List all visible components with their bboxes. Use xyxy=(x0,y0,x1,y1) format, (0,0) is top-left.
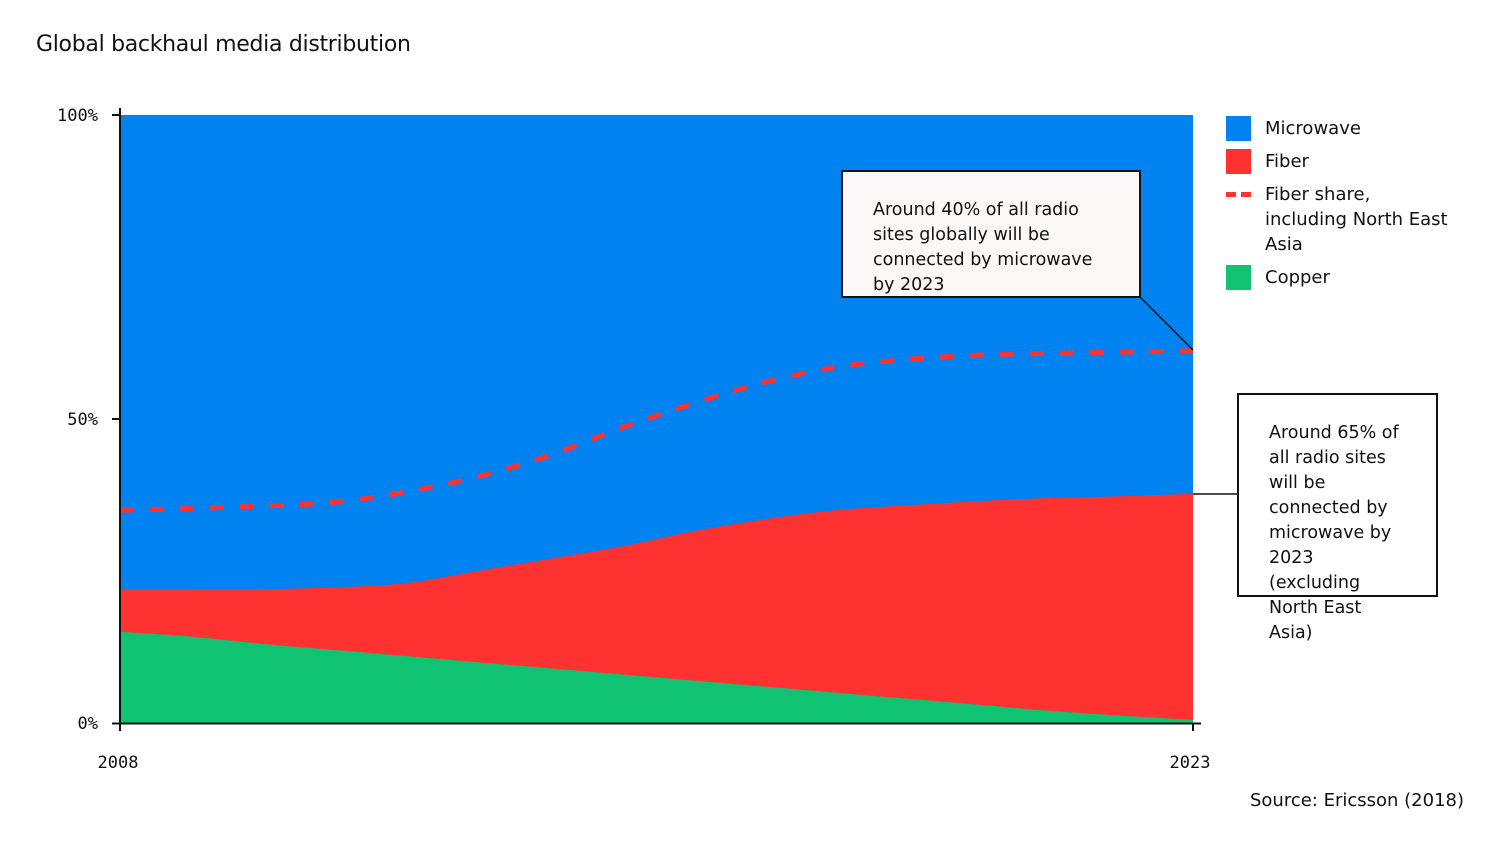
y-tick-label: 0% xyxy=(78,714,98,734)
y-tick-label: 100% xyxy=(57,106,98,126)
annotation-microwave-global: Around 40% of all radio sites globally w… xyxy=(841,170,1141,298)
legend-item-copper: Copper xyxy=(1226,265,1455,290)
legend-item-fiber-share: Fiber share, including North East Asia xyxy=(1226,182,1455,257)
x-tick-label: 2023 xyxy=(1170,753,1211,773)
legend-dash-swatch xyxy=(1226,182,1251,207)
legend-item-fiber: Fiber xyxy=(1226,149,1455,174)
line-fiber-share-including-nea xyxy=(119,348,1194,513)
annotation-microwave-excl-nea: Around 65% of all radio sites will be co… xyxy=(1237,393,1438,643)
x-tick-label: 2008 xyxy=(98,753,139,773)
legend-swatch xyxy=(1226,116,1251,141)
legend-swatch xyxy=(1226,265,1251,290)
legend-item-microwave: Microwave xyxy=(1226,116,1455,141)
source-note: Source: Ericsson (2018) xyxy=(1249,790,1464,811)
legend: Microwave Fiber Fiber share, including N… xyxy=(1226,116,1455,298)
callout-leader-line xyxy=(1139,296,1194,351)
area-copper xyxy=(120,631,1193,723)
chart-title: Global backhaul media distribution xyxy=(36,32,411,57)
y-tick-label: 50% xyxy=(67,410,98,430)
legend-swatch xyxy=(1226,149,1251,174)
